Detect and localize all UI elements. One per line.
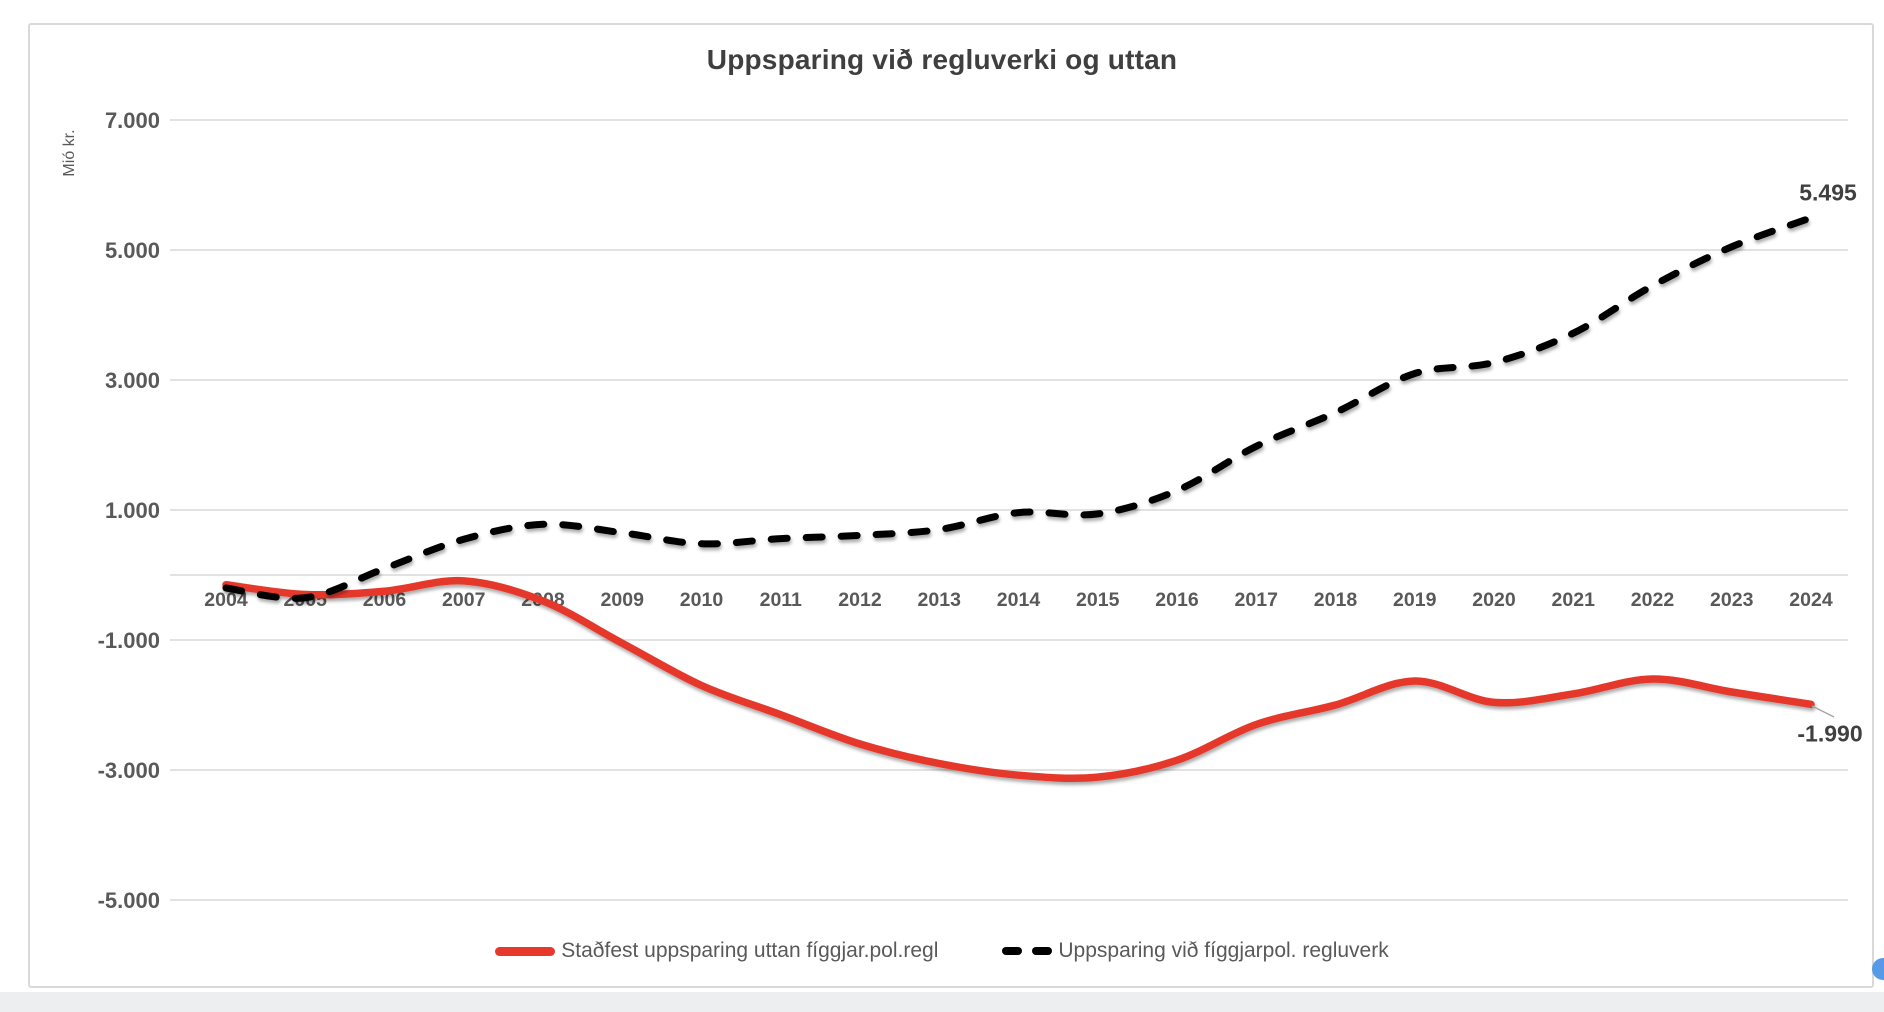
x-tick-label: 2012 [838, 589, 882, 611]
y-axis-tick-labels: 7.000 5.000 3.000 1.000 -1.000 -3.000 -5.000 [98, 108, 160, 913]
x-axis-year-labels: 2004 2005 2006 2007 2008 2009 2010 2011 2012 2013… [204, 589, 1833, 611]
y-tick-label: 5.000 [105, 238, 160, 263]
x-tick-label: 2018 [1314, 589, 1358, 611]
legend-label-regluverk: Uppsparing við fíggjarpol. regluverk [1058, 939, 1389, 962]
x-tick-label: 2009 [601, 589, 645, 611]
y-axis-title: Mió kr. [61, 129, 78, 177]
black-dash-swatch [1002, 947, 1053, 955]
x-tick-label: 2007 [442, 589, 485, 611]
y-tick-label: -5.000 [98, 888, 160, 913]
x-tick-label: 2019 [1393, 589, 1437, 611]
blue-handle-dot[interactable] [1872, 958, 1884, 980]
x-tick-label: 2014 [997, 589, 1041, 611]
x-tick-label: 2023 [1710, 589, 1754, 611]
series-line-uttan [222, 576, 1815, 783]
x-tick-label: 2022 [1631, 589, 1675, 611]
y-tick-label: -1.000 [98, 628, 160, 653]
x-tick-label: 2013 [918, 589, 962, 611]
legend: Staðfest uppsparing uttan fíggjar.pol.re… [0, 936, 1884, 966]
x-tick-label: 2017 [1235, 589, 1278, 611]
leader-line [1811, 705, 1835, 718]
red-line-swatch [495, 946, 556, 956]
legend-item-regluverk: Uppsparing við fíggjarpol. regluverk [1002, 936, 1389, 966]
legend-item-uttan: Staðfest uppsparing uttan fíggjar.pol.re… [495, 936, 938, 966]
x-tick-label: 2024 [1789, 589, 1833, 611]
x-tick-label: 2016 [1155, 589, 1199, 611]
x-tick-label: 2021 [1552, 589, 1596, 611]
data-label-regluverk-2024: 5.495 [1799, 179, 1857, 206]
data-label-uttan-2024: -1.990 [1797, 720, 1863, 747]
chart-panel [28, 23, 1874, 988]
chart-title: Uppsparing við regluverki og uttan [706, 44, 1178, 75]
bottom-band [0, 992, 1884, 1012]
y-tick-label: 1.000 [105, 498, 160, 523]
x-tick-label: 2004 [204, 589, 248, 611]
x-tick-label: 2010 [680, 589, 724, 611]
legend-label-uttan: Staðfest uppsparing uttan fíggjar.pol.re… [561, 939, 939, 962]
gridlines [170, 119, 1848, 901]
x-tick-label: 2011 [760, 589, 802, 611]
series-lines [222, 214, 1815, 783]
x-tick-label: 2020 [1472, 589, 1516, 611]
x-tick-label: 2015 [1076, 589, 1120, 611]
y-tick-label: -3.000 [98, 758, 160, 783]
y-tick-label: 7.000 [105, 108, 160, 133]
y-tick-label: 3.000 [105, 368, 160, 393]
series-line-regluverk [222, 214, 1815, 602]
